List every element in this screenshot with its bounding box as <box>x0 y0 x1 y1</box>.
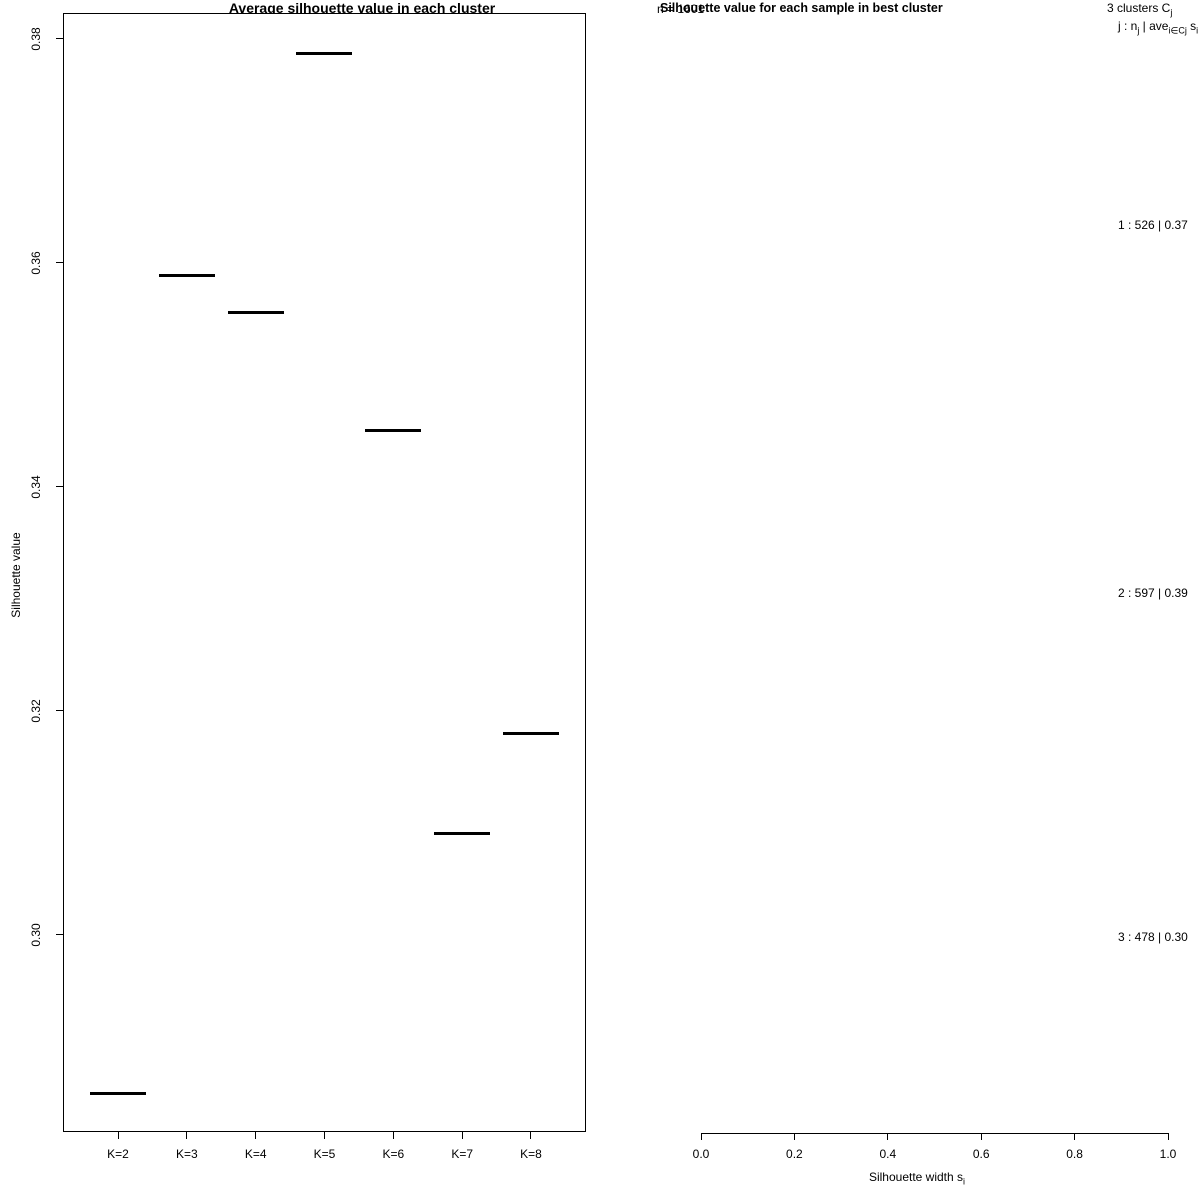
y-tick-label: 0.30 <box>29 922 43 947</box>
x-tick-mark <box>980 1133 982 1140</box>
x-tick-label: K=8 <box>520 1147 542 1161</box>
right-x-axis-label: Silhouette width si <box>868 1170 966 1187</box>
avg-silhouette-segment <box>296 52 353 56</box>
x-tick-mark <box>700 1133 702 1140</box>
cluster-header-line2: j : nj | avei∈Cj si <box>1118 19 1199 36</box>
cluster-summary-row: 2 : 597 | 0.39 <box>1118 586 1188 600</box>
y-tick-label: 0.32 <box>29 698 43 723</box>
x-tick-label: K=6 <box>382 1147 405 1161</box>
x-tick-mark <box>117 1132 119 1139</box>
x-tick-mark <box>1074 1133 1076 1140</box>
avg-silhouette-segment <box>502 732 559 736</box>
y-tick-mark <box>56 486 63 487</box>
sample-count-label: n = 1601 <box>657 2 705 16</box>
x-tick-mark <box>793 1133 795 1140</box>
right-chart-title: Silhouette value for each sample in best… <box>660 1 943 15</box>
right-x-axis-line <box>701 1133 1169 1134</box>
avg-silhouette-segment <box>365 428 422 432</box>
x-tick-mark <box>461 1132 463 1139</box>
x-tick-label: 0.8 <box>1066 1147 1083 1161</box>
x-tick-label: 0.4 <box>879 1147 897 1161</box>
avg-silhouette-segment <box>90 1091 146 1095</box>
y-tick-mark <box>56 934 63 935</box>
cluster-header-line1: 3 clusters Cj <box>1107 1 1173 18</box>
y-tick-label: 0.34 <box>29 474 43 499</box>
x-tick-label: 1.0 <box>1159 1147 1177 1161</box>
avg-silhouette-segment <box>227 310 284 314</box>
avg-silhouette-segment <box>158 273 215 277</box>
left-y-axis-label: Silhouette value <box>9 532 23 618</box>
left-chart-title: Average silhouette value in each cluster <box>228 0 496 16</box>
y-tick-mark <box>56 262 63 263</box>
x-tick-label: 0.0 <box>692 1147 710 1161</box>
x-tick-mark <box>392 1132 394 1139</box>
cluster-header-line1-sub: j <box>1170 7 1173 18</box>
y-tick-label: 0.36 <box>29 250 43 275</box>
x-tick-label: K=4 <box>244 1147 267 1161</box>
x-tick-label: 0.2 <box>786 1147 803 1161</box>
x-tick-mark <box>1167 1133 1169 1140</box>
left-plot-box <box>63 13 586 1132</box>
x-tick-mark <box>530 1132 532 1139</box>
x-tick-label: K=7 <box>451 1147 473 1161</box>
cluster-summary-row: 1 : 526 | 0.37 <box>1118 218 1188 232</box>
y-tick-label: 0.38 <box>29 26 43 51</box>
x-tick-mark <box>323 1132 325 1139</box>
x-tick-mark <box>887 1133 889 1140</box>
avg-silhouette-segment <box>434 831 491 835</box>
x-tick-label: K=3 <box>175 1147 198 1161</box>
cluster-header-line1-text: 3 clusters C <box>1107 1 1171 15</box>
x-tick-label: 0.6 <box>972 1147 990 1161</box>
cluster-summary-row: 3 : 478 | 0.30 <box>1118 930 1188 944</box>
x-tick-mark <box>186 1132 188 1139</box>
x-tick-label: K=5 <box>313 1147 336 1161</box>
y-tick-mark <box>56 710 63 711</box>
x-tick-label: K=2 <box>107 1147 129 1161</box>
x-tick-mark <box>255 1132 257 1139</box>
y-tick-mark <box>56 38 63 39</box>
